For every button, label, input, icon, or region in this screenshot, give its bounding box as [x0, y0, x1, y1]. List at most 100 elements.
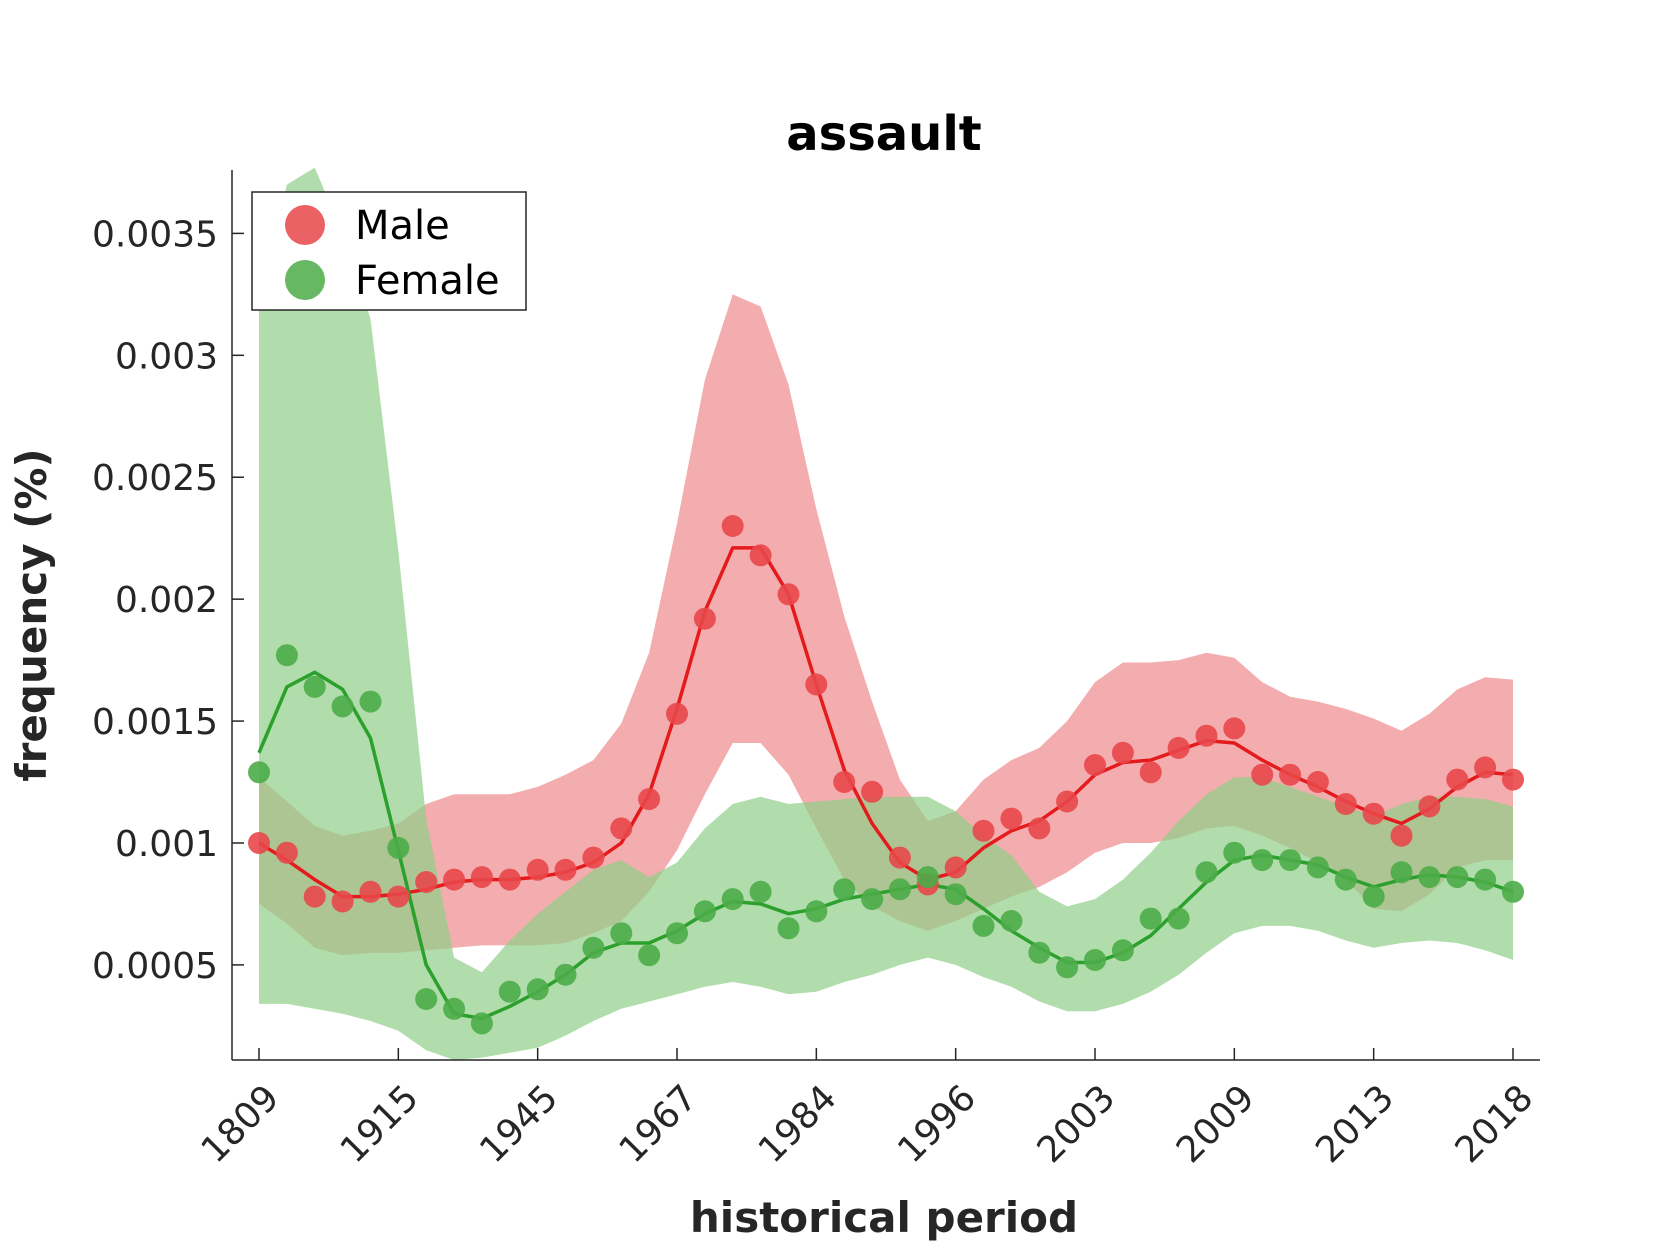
y-tick-label: 0.003 — [115, 336, 218, 377]
male-data-point — [1362, 802, 1385, 825]
female-data-point — [387, 836, 410, 859]
female-data-point — [944, 883, 967, 906]
legend-label-male: Male — [355, 203, 450, 249]
female-data-point — [805, 900, 828, 923]
male-data-point — [1195, 724, 1218, 747]
y-tick-label: 0.0035 — [92, 214, 218, 255]
male-data-point — [331, 890, 354, 913]
male-data-point — [359, 880, 382, 903]
x-tick-label: 1945 — [472, 1077, 566, 1171]
male-data-point — [1418, 795, 1441, 818]
male-data-point — [470, 866, 493, 889]
x-ticks: 1809 1915 1945 1967 1984 1996 2003 2009 2013 2018 — [194, 1048, 1542, 1171]
male-data-point — [443, 868, 466, 891]
female-data-point — [1167, 907, 1190, 930]
male-data-point — [1502, 768, 1524, 791]
female-data-point — [554, 963, 577, 986]
y-tick-label: 0.0025 — [92, 458, 218, 499]
female-data-point — [610, 922, 633, 945]
female-data-point — [861, 888, 884, 911]
male-confidence-band — [259, 294, 1513, 956]
female-data-point — [638, 944, 661, 967]
female-data-point — [1195, 861, 1218, 884]
female-data-point — [275, 644, 298, 667]
female-data-point — [415, 988, 438, 1010]
female-data-point — [721, 888, 744, 911]
female-data-point — [1251, 849, 1274, 872]
male-data-point — [749, 544, 772, 567]
male-data-point — [777, 583, 800, 606]
x-tick-label: 1967 — [612, 1077, 706, 1171]
male-data-point — [610, 817, 633, 840]
male-data-point — [1084, 754, 1106, 776]
y-tick-label: 0.0015 — [92, 702, 218, 743]
legend: Male Female — [251, 191, 527, 311]
female-data-point — [498, 980, 521, 1003]
male-data-point — [1000, 807, 1023, 830]
female-data-point — [1362, 885, 1385, 908]
female-data-point — [1056, 956, 1079, 979]
male-data-point — [1251, 763, 1274, 786]
x-tick-label: 1915 — [333, 1077, 427, 1171]
legend-label-female: Female — [355, 258, 500, 304]
male-data-point — [693, 607, 716, 630]
male-data-point — [1223, 717, 1246, 740]
female-data-point — [359, 690, 382, 713]
male-data-point — [1139, 761, 1162, 784]
female-data-point — [693, 900, 716, 923]
male-data-point — [1028, 817, 1051, 840]
x-axis-title: historical period — [690, 1193, 1078, 1242]
female-data-point — [833, 878, 856, 901]
confidence-bands — [259, 167, 1513, 1061]
female-data-point — [1306, 856, 1329, 879]
female-data-point — [470, 1012, 493, 1035]
male-trend-line — [258, 546, 1514, 899]
male-data-point — [721, 515, 744, 537]
male-data-point — [1111, 741, 1134, 764]
male-data-point — [248, 832, 270, 854]
male-data-point — [1306, 771, 1329, 793]
male-data-point — [666, 702, 688, 725]
female-data-point — [443, 997, 466, 1020]
female-data-point — [331, 695, 354, 718]
male-data-point — [944, 856, 967, 879]
x-tick-label: 2018 — [1448, 1077, 1542, 1171]
male-data-point — [582, 846, 605, 869]
male-data-point — [833, 771, 856, 793]
x-tick-label: 2009 — [1169, 1077, 1263, 1171]
male-data-point — [554, 858, 577, 881]
chart-title: assault — [786, 106, 982, 162]
male-data-point — [275, 841, 298, 864]
axes — [231, 170, 1540, 1061]
female-data-point — [248, 761, 270, 784]
x-tick-label: 2013 — [1308, 1077, 1402, 1171]
female-data-point — [303, 675, 326, 698]
female-data-point — [1139, 907, 1162, 930]
y-tick-label: 0.001 — [115, 824, 218, 865]
y-axis-title: frequency (%) — [7, 448, 56, 781]
female-data-point — [1028, 941, 1051, 964]
female-data-point — [1279, 849, 1302, 872]
female-confidence-band — [259, 167, 1513, 1061]
x-tick-label: 2003 — [1030, 1077, 1124, 1171]
male-data-point — [972, 819, 995, 842]
male-data-point — [805, 673, 828, 696]
x-tick-label: 1984 — [751, 1077, 845, 1171]
female-data-point — [1111, 939, 1134, 962]
female-data-point — [1084, 949, 1106, 971]
male-data-point — [861, 780, 884, 803]
female-data-point — [777, 917, 800, 940]
male-data-point — [888, 846, 911, 869]
male-data-point — [498, 868, 521, 891]
y-tick-label: 0.0005 — [92, 946, 218, 987]
male-data-point — [1390, 824, 1413, 847]
x-tick-label: 1996 — [890, 1077, 984, 1171]
male-data-point — [1167, 736, 1190, 759]
female-data-point — [582, 936, 605, 959]
male-data-point — [1279, 763, 1302, 786]
female-data-point — [972, 914, 995, 937]
female-data-point — [1000, 910, 1023, 932]
female-trend-line — [257, 670, 1514, 1021]
male-data-point — [526, 858, 549, 881]
